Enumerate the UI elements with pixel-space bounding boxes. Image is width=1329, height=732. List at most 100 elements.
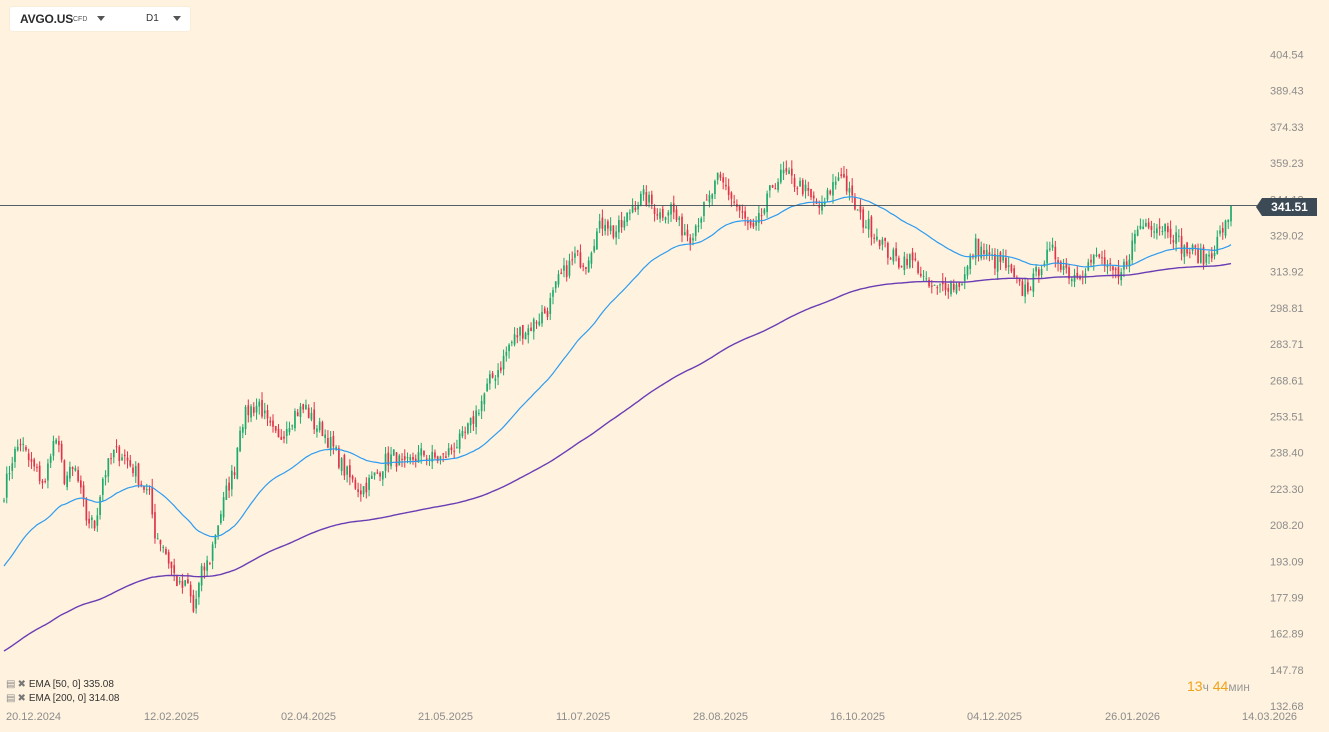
- timeframe-selector[interactable]: D1: [146, 13, 159, 24]
- candle: [974, 233, 977, 266]
- candle: [914, 252, 917, 262]
- candle: [280, 429, 283, 440]
- candle: [49, 453, 52, 469]
- candle: [590, 251, 593, 269]
- candle: [483, 392, 486, 412]
- candle: [848, 181, 851, 201]
- legend-ema-50[interactable]: ▤ ✖ EMA [50, 0] 335.08: [6, 679, 114, 690]
- candle: [933, 284, 936, 286]
- candle: [779, 163, 782, 185]
- candle: [274, 425, 277, 434]
- candle: [700, 216, 703, 230]
- candle: [601, 209, 604, 236]
- candle: [703, 201, 705, 222]
- candle: [165, 546, 167, 556]
- candle: [250, 404, 252, 423]
- candle: [181, 573, 184, 594]
- legend-ema-200[interactable]: ▤ ✖ EMA [200, 0] 314.08: [6, 693, 119, 704]
- candle: [648, 191, 650, 208]
- candle: [1172, 234, 1175, 250]
- candle: [52, 435, 55, 461]
- candle: [1005, 249, 1007, 271]
- candle: [645, 185, 648, 207]
- candle: [725, 177, 727, 191]
- candle: [867, 210, 870, 238]
- candle: [310, 407, 313, 422]
- candle: [958, 281, 961, 291]
- candle: [1145, 218, 1147, 228]
- candle: [1136, 225, 1139, 237]
- remove-icon[interactable]: ✖: [17, 693, 26, 704]
- candle: [170, 561, 173, 576]
- candle: [714, 179, 716, 200]
- symbol-selector[interactable]: AVGO.US CFD D1: [10, 7, 190, 31]
- candle: [206, 555, 208, 577]
- candle: [305, 399, 307, 411]
- candle: [458, 429, 461, 454]
- candle: [236, 446, 239, 480]
- candle: [390, 446, 392, 470]
- settings-icon[interactable]: ▤: [6, 679, 16, 690]
- candle: [187, 573, 189, 584]
- candle: [69, 461, 71, 482]
- candle: [832, 173, 834, 204]
- candle: [340, 457, 343, 476]
- candle: [530, 322, 532, 332]
- candle: [184, 580, 187, 587]
- candle: [261, 392, 263, 419]
- x-tick-label: 26.01.2026: [1105, 711, 1160, 723]
- candle: [807, 181, 810, 197]
- candle: [876, 228, 878, 242]
- candle: [1046, 241, 1048, 271]
- timeframe-dropdown-icon[interactable]: [173, 16, 181, 21]
- candle: [1183, 244, 1186, 264]
- candle: [494, 375, 497, 389]
- candle: [950, 280, 952, 297]
- candle: [796, 186, 799, 196]
- candle: [480, 395, 483, 420]
- candle: [752, 218, 755, 229]
- candle: [36, 463, 38, 472]
- candle: [288, 421, 291, 436]
- candle: [1073, 268, 1076, 288]
- candle: [716, 172, 719, 185]
- x-tick-label: 14.03.2026: [1242, 711, 1297, 723]
- candle: [392, 449, 395, 457]
- symbol-name[interactable]: AVGO.US: [20, 12, 74, 26]
- y-tick-label: 238.40: [1270, 448, 1304, 460]
- candle: [543, 306, 546, 314]
- candle: [1018, 278, 1021, 286]
- candle: [576, 249, 579, 257]
- candle: [815, 198, 818, 204]
- candle: [656, 208, 659, 220]
- candle: [38, 461, 41, 485]
- candle: [90, 515, 93, 529]
- candle: [1016, 275, 1018, 284]
- candle: [96, 507, 99, 532]
- symbol-dropdown-icon[interactable]: [97, 16, 105, 21]
- candle: [609, 217, 612, 235]
- candle: [642, 185, 645, 201]
- candle: [192, 589, 195, 613]
- candle: [1197, 243, 1199, 264]
- remove-icon[interactable]: ✖: [17, 679, 26, 690]
- x-tick-label: 20.12.2024: [6, 711, 61, 723]
- x-tick-label: 21.05.2025: [418, 711, 473, 723]
- candle: [101, 477, 104, 502]
- candle: [8, 465, 11, 481]
- candle: [233, 466, 236, 479]
- candle: [1062, 258, 1065, 276]
- x-tick-label: 04.12.2025: [967, 711, 1022, 723]
- candle: [768, 185, 771, 198]
- candle: [1186, 241, 1188, 257]
- candle: [88, 511, 90, 529]
- candle: [878, 239, 881, 250]
- candle: [329, 431, 332, 457]
- settings-icon[interactable]: ▤: [6, 693, 16, 704]
- candle: [884, 237, 886, 248]
- candle: [911, 247, 914, 269]
- candle: [167, 549, 170, 569]
- candle: [156, 533, 159, 540]
- candle: [228, 476, 230, 498]
